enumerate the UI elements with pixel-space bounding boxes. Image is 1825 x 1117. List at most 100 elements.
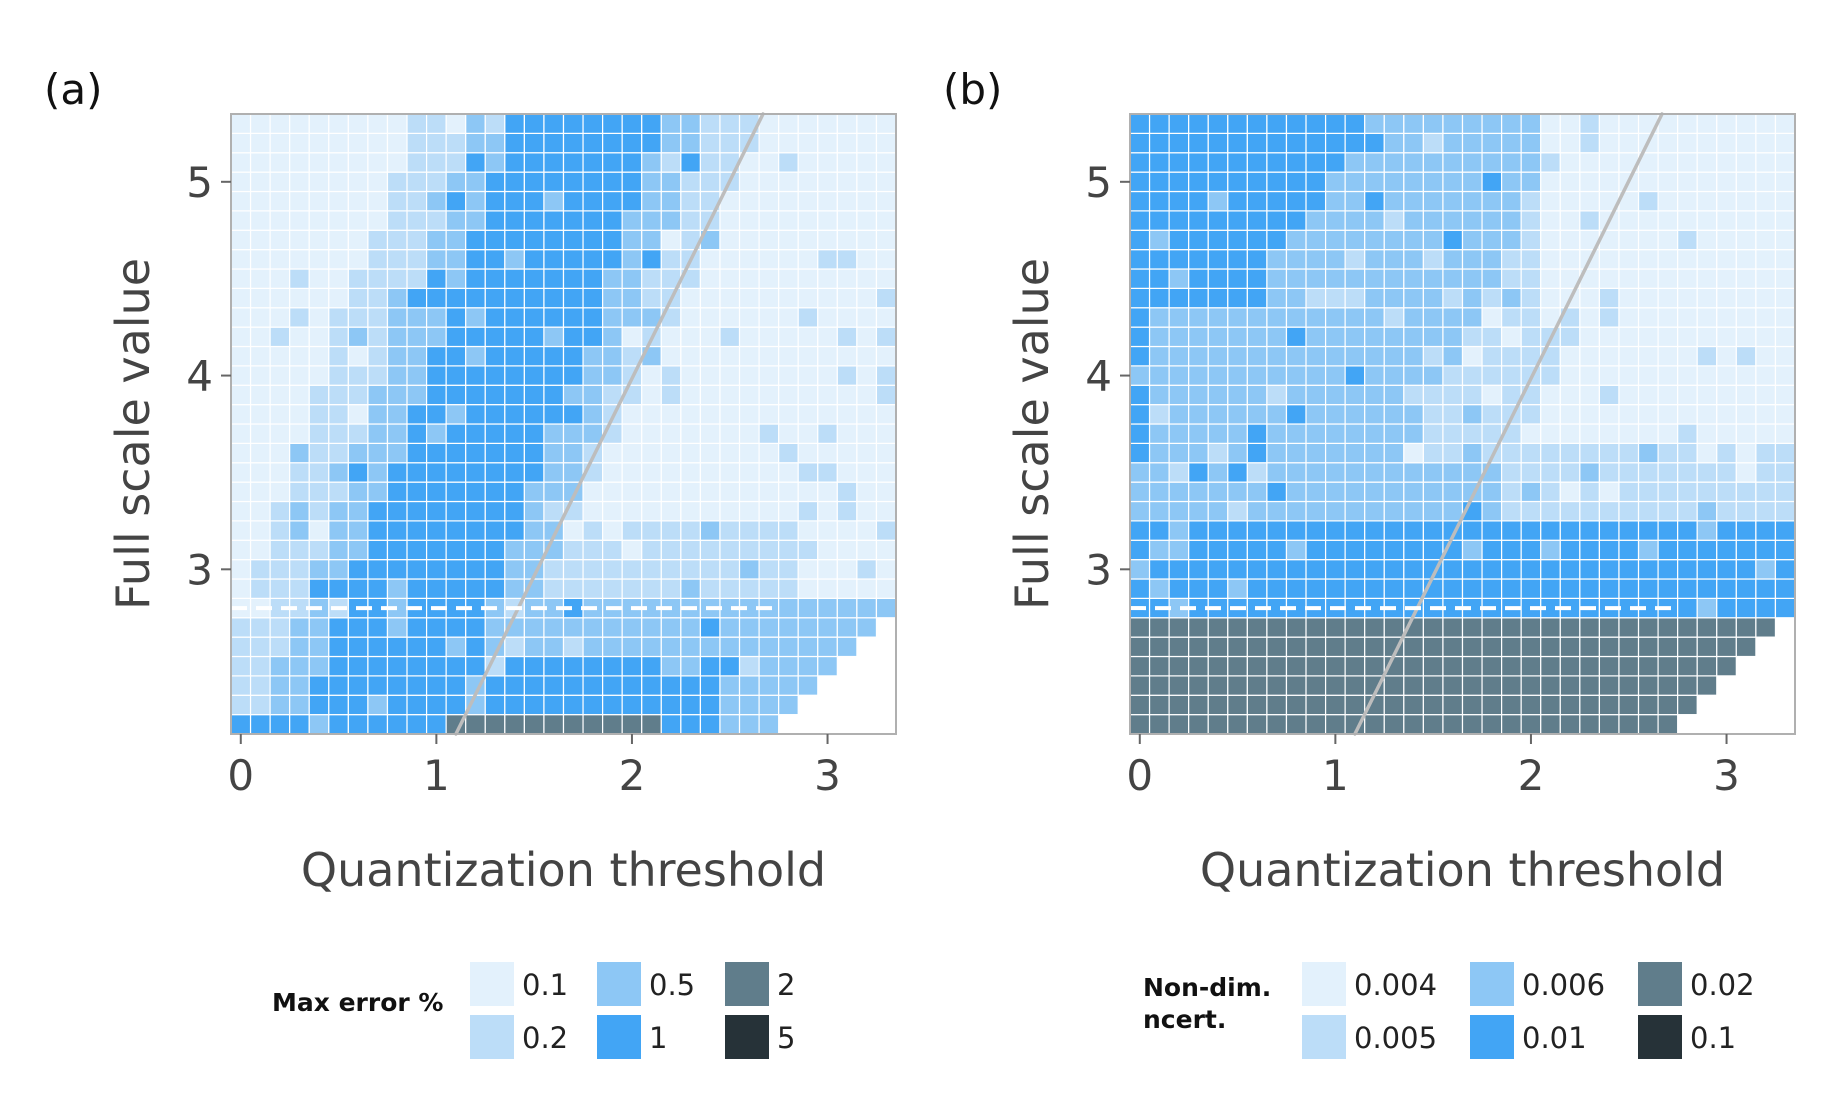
heatmap-cell — [1364, 190, 1385, 212]
heatmap-cell — [445, 113, 467, 134]
heatmap-cell — [1344, 462, 1366, 483]
heatmap-cell — [778, 539, 799, 561]
heatmap-cell — [1774, 462, 1796, 483]
heatmap-cell — [367, 442, 389, 464]
heatmap-cell — [425, 365, 447, 386]
heatmap-cell — [602, 559, 623, 580]
legend-label: 1 — [649, 1021, 667, 1055]
heatmap-cell — [249, 617, 271, 638]
heatmap-cell — [386, 132, 408, 154]
heatmap-cell — [1481, 210, 1503, 231]
heatmap-cell — [1774, 152, 1796, 173]
heatmap-cell — [406, 132, 428, 154]
heatmap-cell — [1677, 442, 1698, 464]
heatmap-cell — [1559, 171, 1581, 193]
heatmap-cell — [660, 500, 682, 522]
heatmap-cell — [1227, 287, 1248, 309]
heatmap-cell — [328, 190, 349, 212]
heatmap-cell — [308, 500, 330, 522]
heatmap-cell — [230, 229, 252, 251]
heatmap-cell — [641, 617, 662, 638]
heatmap-cell — [484, 539, 506, 561]
heatmap-cell — [1227, 345, 1248, 367]
heatmap-cell — [1305, 636, 1327, 658]
heatmap-cell — [1403, 442, 1424, 464]
heatmap-cell — [680, 287, 702, 309]
heatmap-cell — [1755, 152, 1777, 173]
heatmap-cell — [1774, 249, 1796, 270]
heatmap-cell — [1716, 345, 1737, 367]
heatmap-cell — [386, 365, 408, 386]
heatmap-cell — [738, 229, 760, 251]
heatmap-cell — [445, 132, 467, 154]
heatmap-cell — [386, 326, 408, 348]
heatmap-cell — [1735, 365, 1757, 386]
heatmap-cell — [719, 520, 741, 541]
heatmap-cell — [1637, 345, 1659, 367]
heatmap-cell — [1305, 481, 1327, 503]
heatmap-cell — [1266, 442, 1288, 464]
heatmap-cell — [1403, 345, 1424, 367]
heatmap-cell — [1677, 326, 1698, 348]
heatmap-cell — [856, 384, 878, 406]
heatmap-cell — [719, 481, 741, 503]
heatmap-cell — [602, 694, 623, 716]
heatmap-cell — [699, 481, 721, 503]
heatmap-cell — [523, 423, 545, 444]
heatmap-cell — [425, 655, 447, 677]
heatmap-cell — [1716, 249, 1737, 270]
heatmap-cell — [562, 171, 584, 193]
heatmap-cell — [406, 190, 428, 212]
heatmap-cell — [1364, 655, 1385, 677]
heatmap-cell — [269, 500, 291, 522]
heatmap-cell — [249, 462, 271, 483]
heatmap-cell — [1618, 384, 1640, 406]
heatmap-cell — [1598, 675, 1620, 696]
heatmap-cell — [778, 520, 799, 541]
heatmap-cell — [308, 481, 330, 503]
heatmap-cell — [1305, 559, 1327, 580]
heatmap-cell — [1168, 617, 1190, 638]
heatmap-cell — [425, 152, 447, 173]
heatmap-cell — [1774, 190, 1796, 212]
heatmap-cell — [1481, 287, 1503, 309]
heatmap-cell — [249, 229, 271, 251]
heatmap-cell — [1188, 249, 1209, 270]
heatmap-cell — [758, 229, 780, 251]
x-tick-label: 2 — [1518, 751, 1545, 800]
heatmap-cell — [386, 268, 408, 289]
heatmap-cell — [504, 423, 525, 444]
heatmap-cell — [856, 404, 878, 425]
heatmap-cell — [1344, 481, 1366, 503]
heatmap-cell — [1461, 404, 1483, 425]
heatmap-cell — [269, 655, 291, 677]
heatmap-cell — [425, 714, 447, 735]
heatmap-cell — [1442, 287, 1464, 309]
heatmap-cell — [797, 655, 819, 677]
heatmap-cell — [1148, 287, 1170, 309]
heatmap-cell — [738, 171, 760, 193]
heatmap-cell — [543, 268, 565, 289]
heatmap-cell — [582, 113, 604, 134]
heatmap-cell — [1364, 636, 1385, 658]
heatmap-cell — [641, 655, 662, 677]
heatmap-cell — [641, 171, 662, 193]
heatmap-cell — [1324, 636, 1346, 658]
heatmap-cell — [660, 113, 682, 134]
heatmap-cell — [308, 307, 330, 328]
heatmap-cell — [230, 500, 252, 522]
heatmap-cell — [602, 229, 623, 251]
heatmap-cell — [1422, 307, 1444, 328]
heatmap-cell — [621, 675, 643, 696]
heatmap-cell — [269, 404, 291, 425]
heatmap-cell — [1774, 597, 1796, 619]
heatmap-cell — [778, 365, 799, 386]
heatmap-cell — [1579, 520, 1601, 541]
heatmap-cell — [1324, 287, 1346, 309]
heatmap-cell — [347, 171, 369, 193]
legend-label: 0.5 — [649, 968, 695, 1002]
heatmap-cell — [1305, 229, 1327, 251]
heatmap-cell — [621, 404, 643, 425]
heatmap-cell — [269, 636, 291, 658]
heatmap-cell — [817, 249, 838, 270]
